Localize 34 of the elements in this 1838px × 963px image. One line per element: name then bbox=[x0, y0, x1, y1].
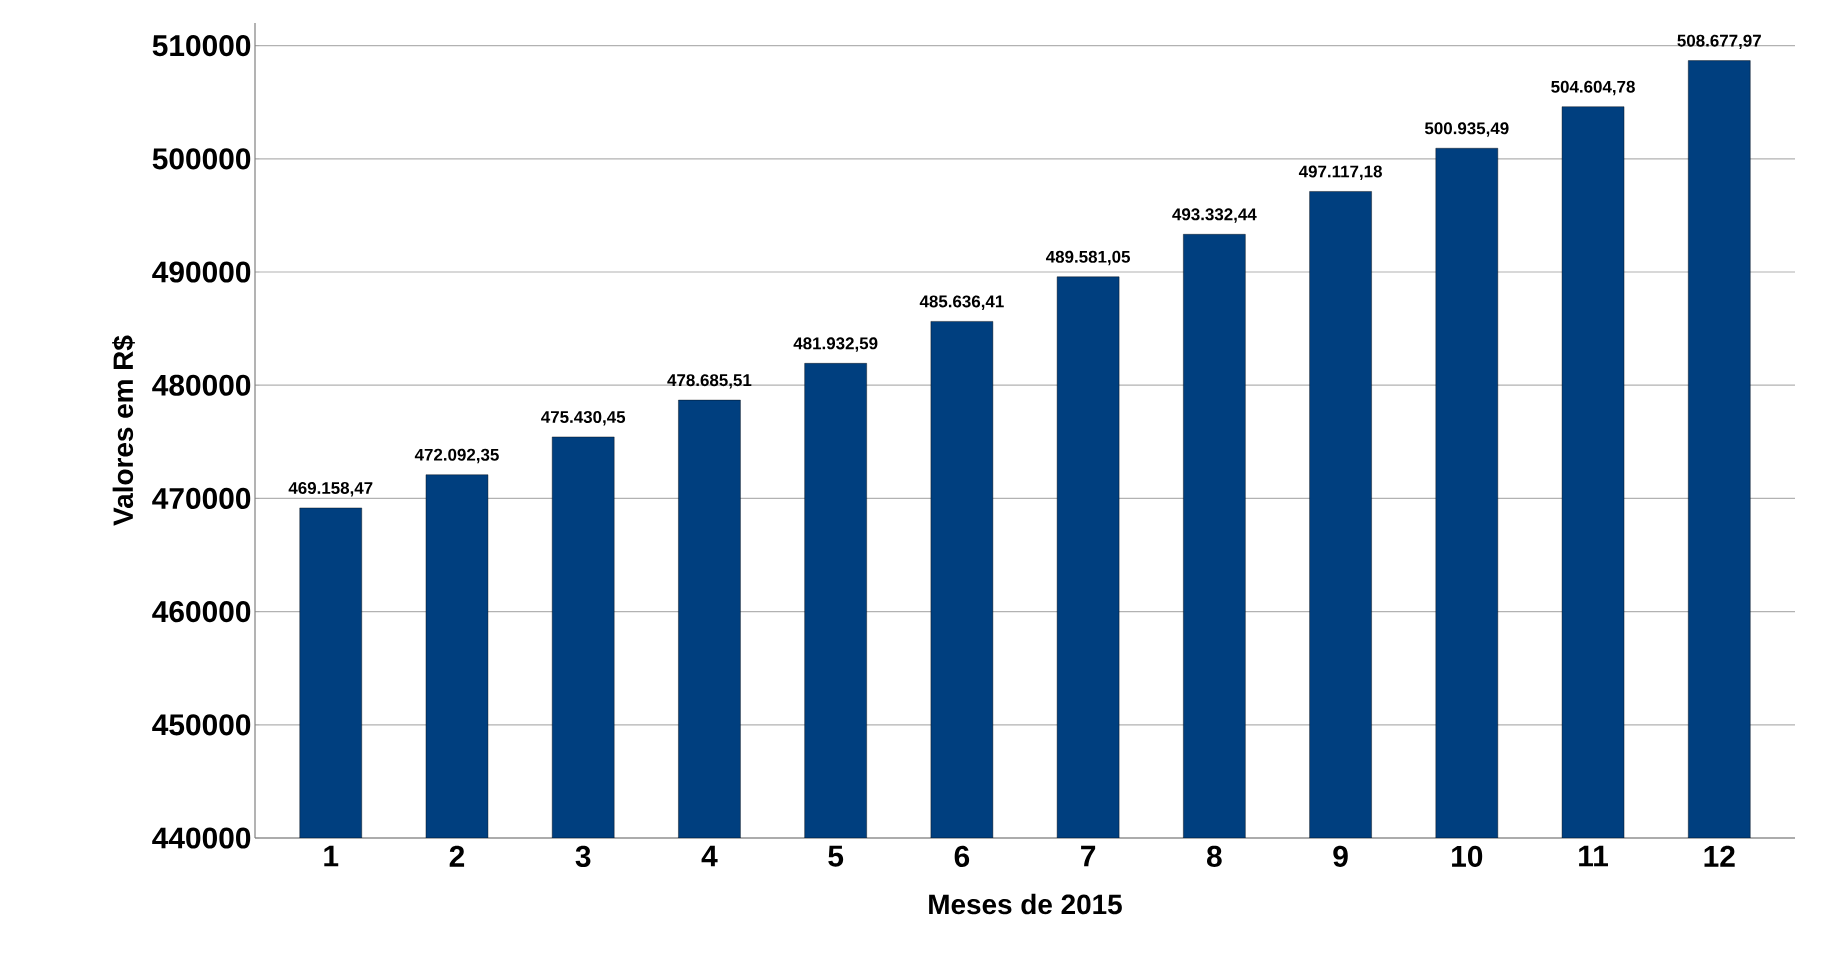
x-tick-label: 9 bbox=[1333, 845, 1348, 867]
y-tick-label: 510000 bbox=[152, 35, 251, 57]
data-label: 472.092,35 bbox=[414, 448, 499, 464]
data-label: 481.932,59 bbox=[793, 337, 878, 352]
y-tick-label: 500000 bbox=[152, 148, 251, 170]
x-tick-label: 12 bbox=[1704, 845, 1735, 867]
y-tick-label: 460000 bbox=[152, 601, 251, 623]
y-tick-label: 440000 bbox=[152, 827, 251, 849]
y-axis-title: Valores em R$ bbox=[112, 335, 135, 526]
x-axis-title: Meses de 2015 bbox=[929, 893, 1122, 915]
x-tick-label: 11 bbox=[1579, 845, 1609, 867]
data-label: 478.685,51 bbox=[667, 374, 752, 389]
y-tick-label: 450000 bbox=[152, 714, 251, 736]
data-label: 469.158,47 bbox=[288, 481, 373, 497]
data-label: 500.935,49 bbox=[1424, 122, 1509, 137]
x-tick-label: 4 bbox=[701, 845, 718, 867]
data-label: 475.430,45 bbox=[541, 410, 626, 426]
x-tick-label: 1 bbox=[324, 845, 339, 867]
data-label: 493.332,44 bbox=[1172, 208, 1257, 223]
x-tick-label: 3 bbox=[575, 845, 591, 867]
y-tick-label: 480000 bbox=[152, 374, 251, 396]
data-label: 504.604,78 bbox=[1551, 80, 1635, 96]
x-tick-label: 7 bbox=[1081, 845, 1096, 867]
x-tick-label: 8 bbox=[1206, 845, 1222, 867]
x-tick-label: 2 bbox=[449, 845, 465, 867]
y-tick-label: 470000 bbox=[152, 487, 251, 509]
data-label: 485.636,41 bbox=[919, 295, 1004, 310]
x-tick-label: 5 bbox=[828, 845, 844, 867]
y-tick-label: 490000 bbox=[152, 261, 251, 283]
data-label: 508.677,97 bbox=[1677, 34, 1761, 50]
x-tick-label: 6 bbox=[954, 845, 970, 867]
data-label: 489.581,05 bbox=[1045, 250, 1131, 266]
data-label: 497.117,18 bbox=[1298, 165, 1382, 180]
x-tick-label: 10 bbox=[1452, 845, 1483, 867]
